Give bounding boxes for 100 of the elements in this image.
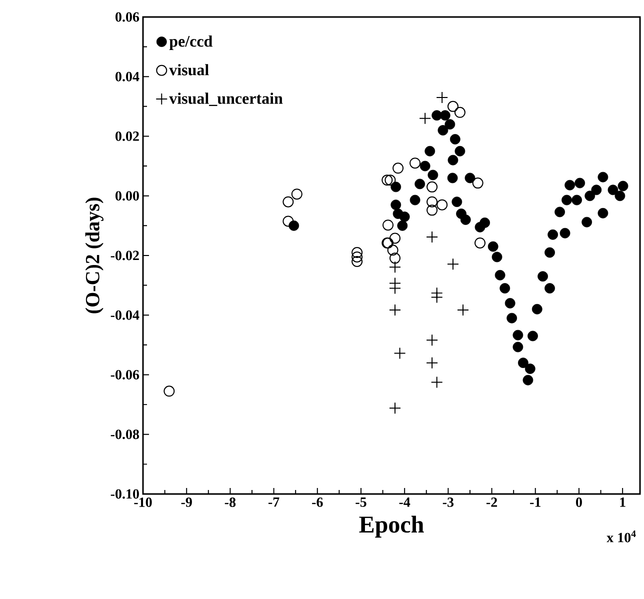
point	[524, 364, 536, 374]
point	[450, 134, 460, 144]
point	[618, 180, 628, 192]
point	[352, 256, 363, 267]
point	[452, 196, 462, 208]
y-axis-title: (O-C)2 (days)	[85, 198, 104, 314]
point	[500, 283, 510, 294]
legend-label: pe/ccd	[169, 35, 212, 50]
point	[448, 154, 458, 166]
x-tick-label: 1	[620, 498, 626, 507]
point	[426, 181, 438, 192]
point	[518, 358, 528, 368]
y-tick-label: 0.04	[116, 72, 140, 82]
point	[430, 376, 443, 388]
point	[426, 204, 438, 216]
point	[614, 190, 626, 202]
y-tick-label: 0.02	[116, 131, 139, 142]
point	[389, 232, 400, 244]
point	[390, 200, 402, 210]
point	[512, 330, 524, 340]
point	[480, 218, 490, 228]
y-tick-label: -0.02	[110, 250, 139, 260]
point	[426, 334, 438, 346]
point	[388, 402, 401, 414]
point	[444, 119, 456, 130]
point	[352, 247, 363, 258]
point	[424, 146, 436, 156]
y-tick-label: -0.04	[110, 310, 140, 320]
point	[608, 184, 618, 196]
point	[352, 251, 363, 262]
y-tick-label: -0.08	[110, 430, 140, 440]
point	[538, 271, 548, 282]
point	[389, 252, 400, 264]
point	[504, 298, 516, 308]
point	[414, 178, 426, 190]
point	[574, 178, 586, 188]
y-tick-label: -0.10	[110, 489, 139, 499]
x-tick-label: -10	[134, 498, 152, 507]
point	[382, 220, 394, 231]
point	[446, 258, 459, 270]
point	[410, 194, 420, 206]
point	[492, 252, 502, 262]
point	[440, 110, 450, 121]
point	[420, 160, 430, 172]
point	[447, 100, 458, 112]
legend-label: visual_uncertain	[169, 92, 283, 106]
point	[384, 174, 396, 186]
x-tick-label: -5	[356, 498, 366, 507]
point	[474, 237, 486, 248]
x-tick-label: -4	[399, 498, 410, 507]
point	[472, 178, 484, 189]
point	[291, 188, 302, 200]
x-tick-label: -7	[268, 498, 280, 507]
point	[436, 91, 448, 104]
point	[397, 220, 408, 231]
point	[392, 162, 404, 174]
text: x 10$^{4}$	[606, 530, 636, 542]
legend-label: visual	[169, 64, 209, 76]
point	[591, 184, 602, 196]
x-tick-label: 0	[576, 498, 582, 507]
point	[410, 158, 421, 169]
point	[426, 196, 438, 208]
point	[460, 214, 471, 225]
x-tick-label: -1	[530, 498, 540, 507]
point	[488, 241, 498, 252]
point	[438, 125, 448, 136]
x-tick-label: -8	[224, 498, 236, 507]
point	[382, 174, 393, 186]
point	[399, 212, 410, 222]
point	[584, 190, 596, 202]
point	[506, 312, 518, 324]
y-tick-label: 0.06	[116, 12, 140, 22]
x-tick-label: -2	[486, 498, 498, 507]
point	[562, 194, 572, 206]
point	[282, 196, 294, 208]
point	[388, 261, 401, 274]
point	[548, 229, 558, 240]
point	[494, 270, 506, 280]
x-axis-title: Epoch	[359, 516, 424, 538]
y-tick-label: -0.06	[110, 370, 140, 380]
point	[164, 386, 175, 397]
point	[388, 304, 401, 316]
point	[464, 172, 476, 184]
x-tick-label: -6	[312, 498, 323, 507]
point	[598, 208, 608, 218]
point	[454, 146, 466, 156]
point	[426, 356, 438, 369]
y-tick-label: 0.00	[116, 191, 139, 201]
point	[544, 283, 555, 294]
point	[457, 304, 470, 316]
point	[394, 347, 406, 360]
point	[436, 199, 448, 210]
point	[419, 112, 432, 124]
point	[572, 194, 582, 206]
point	[544, 247, 555, 258]
point	[598, 172, 608, 182]
point	[582, 216, 592, 228]
point	[528, 330, 538, 342]
point	[426, 231, 438, 244]
point	[522, 374, 534, 386]
